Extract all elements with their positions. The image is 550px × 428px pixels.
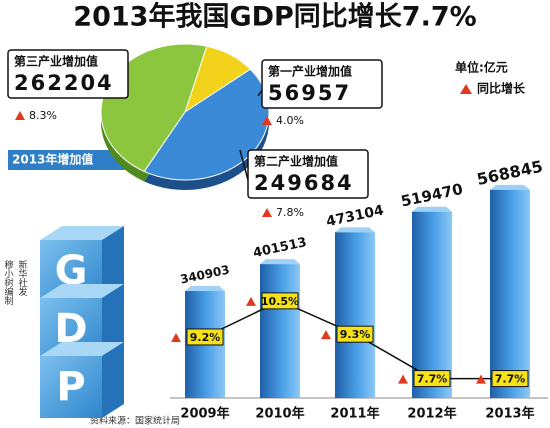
callout-box [7,49,129,99]
logo-letter: P [56,364,85,410]
slice-label: 第三产业增加值 [14,54,98,69]
cube-top [40,342,124,356]
growth-marker [15,111,25,120]
slice-value: 56957 [268,81,351,105]
growth-value-label: 10.5% [261,295,299,308]
bar-top [335,227,375,233]
x-tick-label: 2011年 [330,406,379,422]
slice-value: 262204 [14,71,114,95]
subtitle-banner [8,150,140,170]
author: 新华社发 [17,259,28,297]
growth-value-label: 9.2% [190,331,221,344]
callout-box [247,149,369,199]
x-tick-label: 2013年 [485,406,534,422]
growth-value-label: 9.3% [340,328,371,341]
cube-top [40,226,124,240]
growth-marker [476,374,486,384]
growth-label: 4.0% [276,114,304,127]
growth-marker [171,332,181,342]
slice-label: 第二产业增加值 [254,154,338,169]
bar [260,264,300,398]
growth-marker [262,116,272,125]
bar-top [260,259,300,265]
source: 资料来源：国家统计局 [90,415,180,427]
bar [335,232,375,398]
x-tick-label: 2012年 [407,406,456,422]
growth-box [336,325,374,343]
cube-front [40,356,102,418]
growth-label: 8.3% [29,109,57,122]
callout-box [261,59,383,109]
growth-marker [398,374,408,384]
callout-line [239,149,249,181]
growth-box [491,370,529,388]
author: 穆小树编制 [3,259,14,305]
unit: 单位:亿元 [455,60,508,75]
bar-top [412,206,452,212]
legend-label: 同比增长 [477,81,526,96]
bar [412,211,452,398]
growth-box [261,292,299,310]
slice-value: 249684 [254,171,354,195]
cube-top [40,284,124,298]
x-tick-label: 2009年 [180,406,229,422]
growth-box [413,370,451,388]
growth-box [186,328,224,346]
subtitle: 2013年增加值 [12,152,93,167]
cube-side [102,342,124,418]
bar-top [490,184,530,190]
growth-value-label: 7.7% [417,373,448,386]
title: 2013年我国GDP同比增长7.7% [73,1,476,33]
growth-value-label: 7.7% [495,373,526,386]
x-tick-label: 2010年 [255,406,304,422]
growth-marker [246,296,256,306]
cube-side [102,284,124,360]
cube-side [102,226,124,302]
growth-marker [321,330,331,340]
slice-label: 第一产业增加值 [268,64,352,79]
growth-label: 7.8% [276,206,304,219]
growth-marker [262,208,272,217]
bar [490,189,530,398]
bar-top [185,286,225,292]
legend-marker [460,84,472,94]
